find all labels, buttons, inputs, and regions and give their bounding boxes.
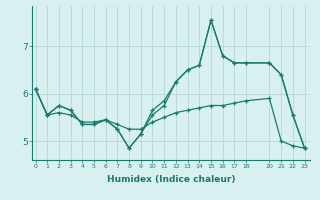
X-axis label: Humidex (Indice chaleur): Humidex (Indice chaleur) — [107, 175, 236, 184]
